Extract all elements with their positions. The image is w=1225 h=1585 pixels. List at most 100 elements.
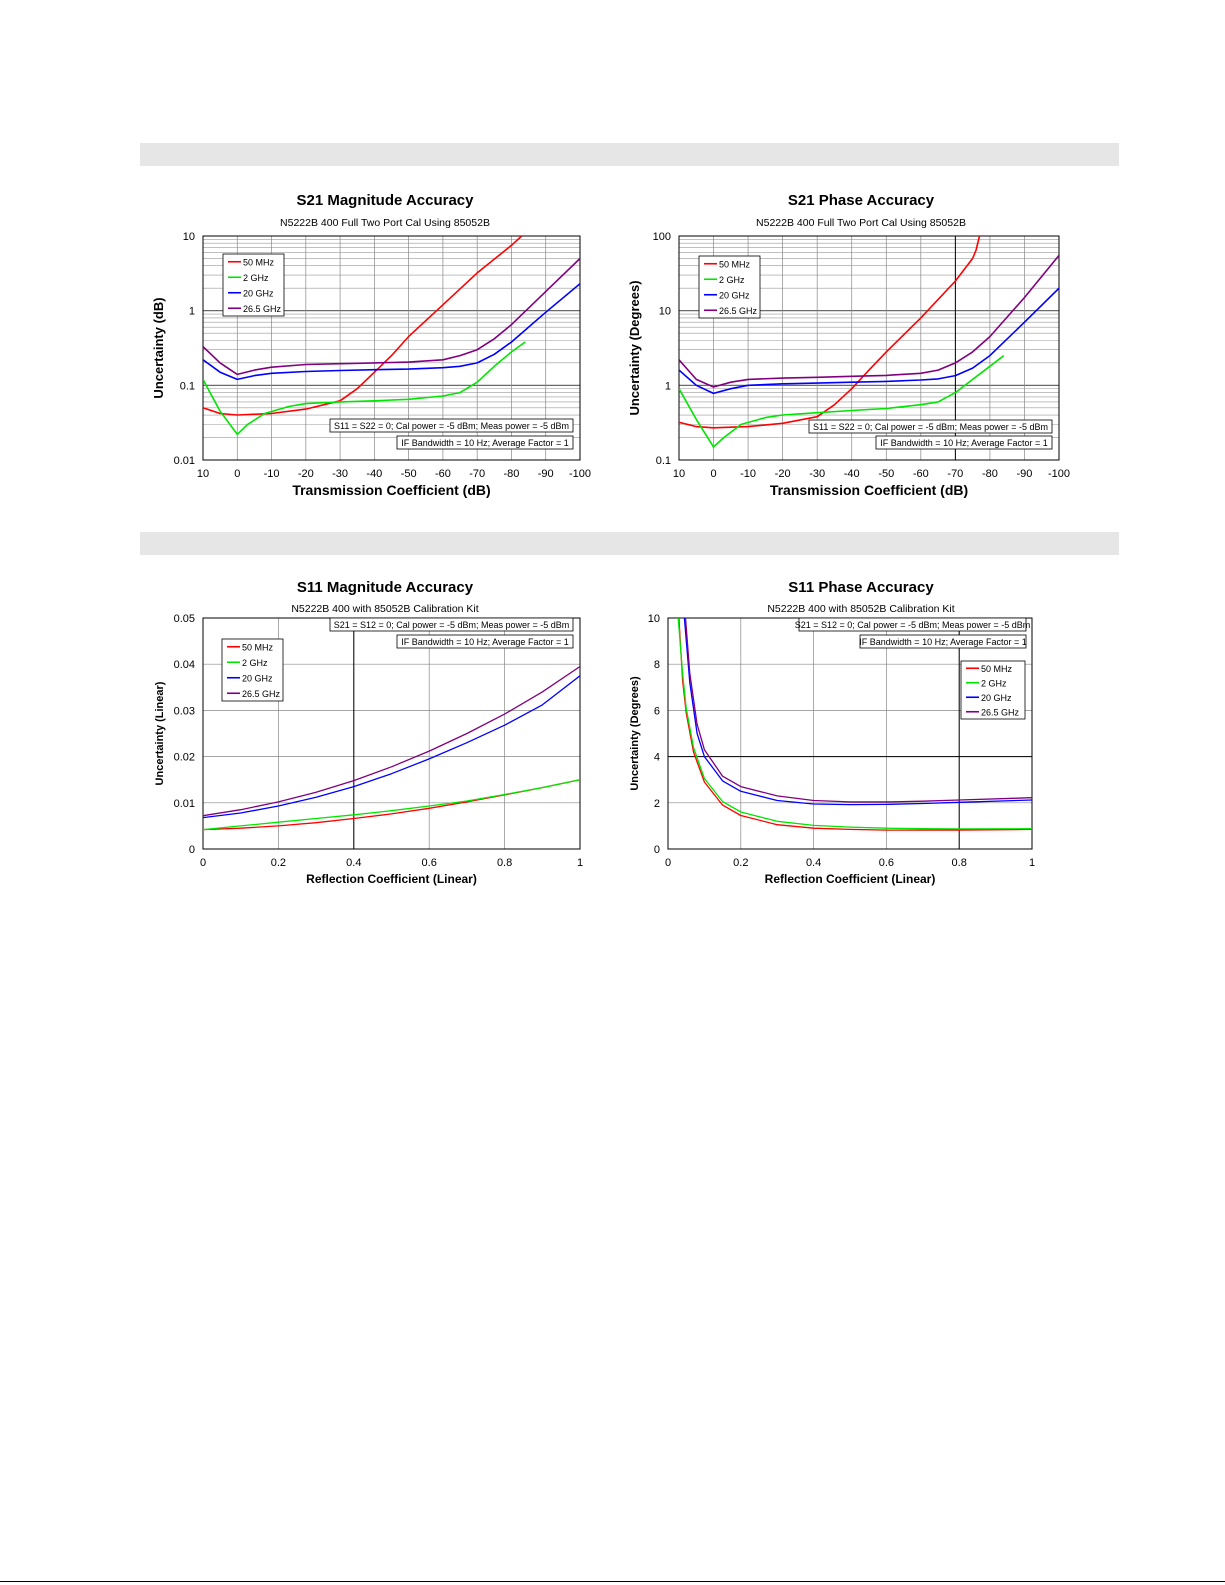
series-group: [203, 665, 580, 831]
y-tick-label: 0.1: [180, 380, 195, 392]
x-tick-label: 1: [1029, 857, 1035, 869]
footer-divider: [0, 1581, 1225, 1582]
y-tick-label: 2: [654, 798, 660, 810]
x-tick-label: -10: [740, 468, 756, 480]
x-tick-label: -90: [1017, 468, 1033, 480]
chart-plot: 0.01 0.1 1 10 10 0 -10 -20 -30 -40 -50 -60 -70 -80 -90…: [151, 231, 591, 498]
plot-frame: [202, 235, 581, 461]
y-axis-label: Uncertainty (Degrees): [629, 676, 641, 791]
x-axis-label: Reflection Coefficient (Linear): [765, 872, 936, 886]
annotation-text: S21 = S12 = 0; Cal power = -5 dBm; Meas …: [334, 620, 570, 630]
legend-label: 2 GHz: [242, 658, 268, 668]
x-tick-label: -20: [775, 468, 791, 480]
plot-area: [668, 618, 1032, 849]
legend-box: [222, 253, 285, 317]
chart-s11-phase: S11 Phase Accuracy N5222B 400 with 85052…: [626, 574, 1096, 904]
y-tick-label: 1: [189, 306, 195, 318]
x-tick-label: 0.4: [346, 857, 361, 869]
y-tick-label: 0.02: [174, 752, 195, 764]
y-tick-label: 1: [665, 380, 671, 392]
legend-box: [698, 255, 761, 319]
legend-label: 20 GHz: [981, 693, 1012, 703]
annotation-box: [859, 634, 1027, 649]
legend-label: 2 GHz: [719, 275, 745, 285]
x-tick-label: -40: [844, 468, 860, 480]
series-line-26-5-ghz: [684, 618, 1032, 803]
x-tick-label: 0: [200, 857, 206, 869]
legend-box: [960, 660, 1026, 720]
chart-s21-magnitude: S21 Magnitude Accuracy N5222B 400 Full T…: [150, 186, 620, 516]
series-line-2-ghz: [203, 341, 526, 436]
series-line-50-mhz: [203, 236, 523, 416]
chart-s21-phase: S21 Phase Accuracy N5222B 400 Full Two P…: [626, 186, 1096, 516]
series-group: [679, 236, 1059, 448]
y-tick-label: 4: [654, 752, 660, 764]
y-axis-label: Uncertainty (Linear): [154, 681, 166, 785]
x-tick-label: 0.2: [733, 857, 748, 869]
annotation-text: S11 = S22 = 0; Cal power = -5 dBm; Meas …: [334, 421, 569, 431]
series-group: [677, 618, 1032, 831]
x-tick-label: -30: [332, 468, 348, 480]
y-axis-label: Uncertainty (Degrees): [627, 280, 642, 415]
chart-subtitle: N5222B 400 Full Two Port Cal Using 85052…: [280, 217, 490, 229]
annotation-box: [808, 419, 1053, 434]
section-bar-transmission: [140, 143, 1119, 166]
legend-label: 20 GHz: [243, 288, 274, 298]
y-tick-label: 100: [653, 231, 671, 243]
x-tick-label: 0: [665, 857, 671, 869]
chart-title: S11 Phase Accuracy: [788, 579, 934, 596]
x-tick-label: -50: [878, 468, 894, 480]
series-line-2-ghz: [203, 779, 580, 831]
series-line-20-ghz: [203, 283, 580, 381]
x-tick-label: -70: [469, 468, 485, 480]
chart-subtitle: N5222B 400 with 85052B Calibration Kit: [767, 603, 955, 615]
x-tick-label: 0.8: [497, 857, 512, 869]
x-tick-label: -100: [1048, 468, 1070, 480]
x-tick-label: -30: [809, 468, 825, 480]
legend-label: 20 GHz: [242, 673, 273, 683]
x-tick-label: -60: [913, 468, 929, 480]
chart-s11-magnitude: S11 Magnitude Accuracy N5222B 400 with 8…: [150, 574, 620, 904]
x-tick-label: 0: [710, 468, 716, 480]
y-tick-label: 0.1: [656, 455, 671, 467]
annotation-text: S21 = S12 = 0; Cal power = -5 dBm; Meas …: [795, 620, 1031, 630]
series-line-2-ghz: [677, 618, 1032, 830]
y-axis-label: Uncertainty (dB): [151, 297, 166, 398]
x-axis-label: Reflection Coefficient (Linear): [306, 872, 477, 886]
series-line-26-5-ghz: [679, 254, 1059, 388]
y-tick-label: 10: [659, 306, 671, 318]
chart-subtitle: N5222B 400 with 85052B Calibration Kit: [291, 603, 479, 615]
y-tick-label: 0: [189, 844, 195, 856]
series-line-26-5-ghz: [203, 257, 580, 376]
annotation-box: [329, 418, 574, 433]
annotation-box: [798, 617, 1027, 632]
x-tick-label: 0.4: [806, 857, 821, 869]
legend-label: 2 GHz: [981, 678, 1007, 688]
x-tick-label: -40: [366, 468, 382, 480]
x-tick-label: 1: [577, 857, 583, 869]
annotation-text: IF Bandwidth = 10 Hz; Average Factor = 1: [401, 637, 568, 647]
annotation-box: [875, 435, 1053, 450]
chart-title: S21 Magnitude Accuracy: [296, 192, 474, 209]
legend-label: 50 MHz: [719, 259, 751, 269]
series-group: [203, 236, 580, 436]
legend-label: 26.5 GHz: [719, 306, 758, 316]
section-bar-reflection: [140, 532, 1119, 555]
x-tick-label: 0.2: [271, 857, 286, 869]
legend-label: 26.5 GHz: [981, 707, 1020, 717]
x-tick-label: 10: [197, 468, 209, 480]
x-tick-label: 0.8: [952, 857, 967, 869]
y-tick-label: 0.01: [174, 798, 195, 810]
series-line-20-ghz: [679, 287, 1059, 395]
x-tick-label: -50: [401, 468, 417, 480]
plot-frame: [678, 235, 1060, 461]
x-tick-label: 0.6: [879, 857, 894, 869]
y-tick-label: 10: [183, 231, 195, 243]
x-tick-label: -10: [264, 468, 280, 480]
annotation-text: IF Bandwidth = 10 Hz; Average Factor = 1: [401, 438, 568, 448]
legend-label: 2 GHz: [243, 273, 269, 283]
x-tick-label: -80: [982, 468, 998, 480]
chart-title: S21 Phase Accuracy: [787, 192, 935, 209]
x-axis-label: Transmission Coefficient (dB): [292, 482, 490, 498]
